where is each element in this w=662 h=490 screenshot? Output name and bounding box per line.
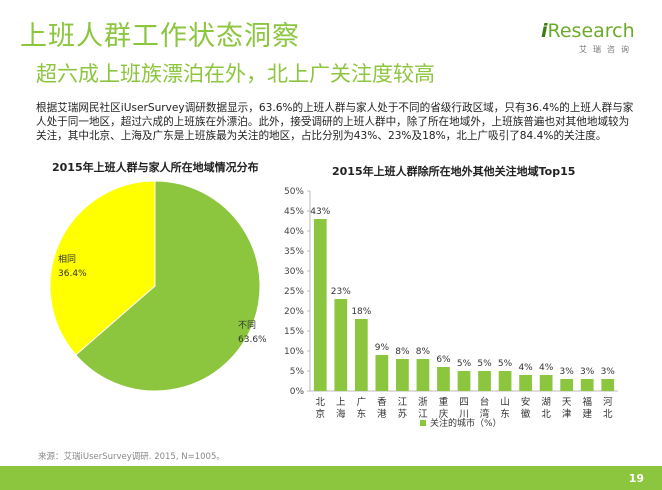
bar-7 xyxy=(437,367,450,391)
pie-chart: 相同 36.4% 不同 63.6% xyxy=(49,180,267,392)
bar-value-label: 18% xyxy=(351,307,371,317)
pie-slice-1 xyxy=(49,180,156,356)
bar-value-label: 3% xyxy=(601,367,616,377)
y-tick-label: 20% xyxy=(284,307,304,317)
bar-15 xyxy=(601,379,615,391)
bar-value-label: 43% xyxy=(310,207,330,217)
y-tick-label: 45% xyxy=(284,207,304,217)
bar-value-label: 5% xyxy=(477,359,492,369)
bar-14 xyxy=(580,379,594,391)
x-tick-label: 安徽 xyxy=(521,396,531,420)
logo-subtitle: 艾瑞咨询 xyxy=(579,45,635,54)
page-title: 上班人群工作状态洞察 xyxy=(20,21,300,52)
bar-chart-title: 2015年上班人群除所在地外其他关注地域Top15 xyxy=(332,165,576,178)
logo-brand-i: i xyxy=(541,20,548,42)
x-tick-label: 江苏 xyxy=(398,397,408,420)
x-tick-label: 天津 xyxy=(562,397,572,420)
pie-slice-label: 相同 xyxy=(58,253,76,265)
legend-label: 关注的城市（%） xyxy=(430,417,502,429)
pie-slice-label: 不同 xyxy=(238,320,256,331)
bar-9 xyxy=(478,371,491,391)
logo-brand-rest: Research xyxy=(547,20,635,42)
bar-value-label: 3% xyxy=(560,367,575,377)
pie-chart-title: 2015年上班人群与家人所在地域情况分布 xyxy=(52,161,259,174)
bar-6 xyxy=(416,359,430,391)
bar-11 xyxy=(519,375,532,391)
bar-2 xyxy=(334,299,348,391)
bar-value-label: 8% xyxy=(416,347,431,357)
y-tick-label: 15% xyxy=(284,327,304,337)
page-number: 19 xyxy=(628,472,644,485)
x-tick-label: 山东 xyxy=(500,397,510,420)
bar-value-label: 9% xyxy=(375,343,390,353)
bar-value-label: 4% xyxy=(518,363,533,373)
bar-value-label: 23% xyxy=(331,287,351,297)
bar-10 xyxy=(498,371,512,391)
x-tick-label: 浙江 xyxy=(418,396,428,420)
y-tick-label: 5% xyxy=(290,367,305,377)
legend-swatch xyxy=(420,420,426,426)
bar-5 xyxy=(396,359,409,391)
bar-value-label: 6% xyxy=(436,355,451,365)
bar-chart: 0% 5% 10% 15% 20% 25% 30% 35% 40% 45% 50% 43% 北京 23% 上… xyxy=(284,187,618,429)
bar-value-label: 5% xyxy=(498,359,513,369)
x-tick-label: 重庆 xyxy=(439,396,449,420)
x-tick-label: 北京 xyxy=(316,397,326,420)
x-tick-label: 湖北 xyxy=(541,397,551,420)
bar-1 xyxy=(313,219,327,391)
y-tick-label: 40% xyxy=(284,227,304,237)
pie-slice-value: 36.4% xyxy=(58,269,87,279)
bar-4 xyxy=(375,355,389,391)
y-tick-label: 25% xyxy=(284,287,304,297)
bar-value-label: 4% xyxy=(539,363,554,373)
bar-12 xyxy=(539,375,553,391)
bar-value-label: 5% xyxy=(457,359,472,369)
y-tick-label: 50% xyxy=(284,187,304,197)
y-tick-label: 30% xyxy=(284,267,304,277)
y-tick-label: 0% xyxy=(290,387,305,397)
x-tick-label: 香港 xyxy=(377,397,387,420)
iresearch-logo: iResearch 艾瑞咨询 xyxy=(541,20,653,56)
bar-3 xyxy=(354,319,368,391)
x-tick-label: 台湾 xyxy=(480,396,490,420)
bar-value-label: 8% xyxy=(395,347,410,357)
x-tick-label: 福建 xyxy=(582,396,592,420)
bar-8 xyxy=(457,371,471,391)
bar-13 xyxy=(560,379,574,391)
y-tick-label: 35% xyxy=(284,247,304,257)
pie-slice-value: 63.6% xyxy=(238,335,267,345)
x-tick-label: 河北 xyxy=(603,396,613,420)
y-tick-label: 10% xyxy=(284,347,304,357)
x-tick-label: 四川 xyxy=(459,397,469,420)
bar-value-label: 3% xyxy=(580,367,595,377)
page-subtitle: 超六成上班族漂泊在外，北上广关注度较高 xyxy=(36,62,435,86)
x-tick-label: 广东 xyxy=(357,396,367,420)
x-tick-label: 上海 xyxy=(336,397,346,420)
summary-text: 根据艾瑞网民社区iUserSurvey调研数据显示，63.6%的上班人群与家人处… xyxy=(36,102,634,142)
footer-bar: 19 xyxy=(0,466,662,490)
pie-slice-2 xyxy=(75,180,261,392)
source-note: 来源：艾瑞iUserSurvey调研. 2015, N=1005。 xyxy=(38,452,225,462)
